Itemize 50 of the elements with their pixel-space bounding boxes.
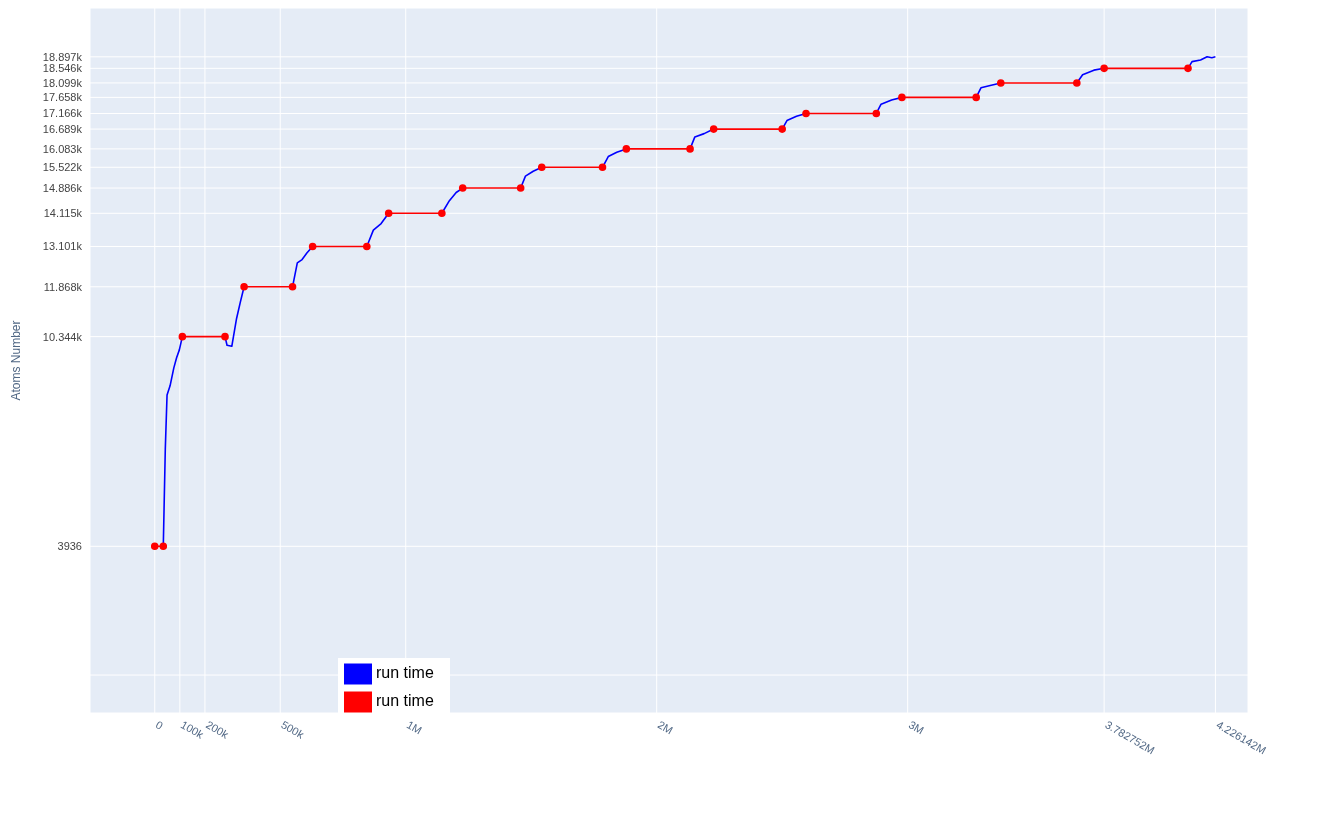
- point: [778, 125, 786, 133]
- point: [221, 332, 229, 341]
- point: [802, 109, 810, 118]
- point: [438, 209, 446, 218]
- y-tick-label: 17.658k: [42, 91, 83, 104]
- point: [150, 542, 159, 551]
- y-tick-label: 17.166k: [42, 107, 83, 120]
- point: [872, 109, 881, 118]
- point: [996, 79, 1005, 87]
- point: [178, 332, 187, 341]
- x-tick-label: 2M: [655, 718, 675, 737]
- y-tick-label: 16.689k: [42, 122, 83, 135]
- point: [1100, 64, 1108, 73]
- x-tick-label: 100k: [178, 718, 206, 741]
- y-tick-label: 11.868k: [43, 280, 83, 293]
- x-tick-label: 200k: [203, 718, 232, 741]
- point: [622, 145, 631, 153]
- point: [384, 209, 393, 218]
- point: [686, 145, 694, 153]
- y-tick-label: 14.886k: [42, 181, 83, 194]
- y-tick-label: 18.099k: [42, 76, 83, 89]
- point: [972, 93, 980, 102]
- point: [240, 282, 248, 291]
- point: [159, 542, 168, 551]
- y-axis-title: Atoms Number: [9, 320, 24, 401]
- y-tick-label: 3936: [57, 540, 82, 553]
- y-tick-label: 14.115k: [43, 207, 83, 220]
- point: [458, 184, 467, 192]
- x-tick-label: 1M: [404, 718, 424, 737]
- y-tick-label: 13.101k: [42, 240, 83, 253]
- y-tick-label: 10.344k: [42, 330, 83, 343]
- y-tick-label: 18.546k: [42, 62, 83, 75]
- legend-label: run time: [376, 692, 434, 710]
- point: [288, 282, 297, 291]
- y-tick-label: 18.897k: [42, 50, 83, 63]
- x-tick-label: 0: [153, 718, 166, 732]
- x-tick-label: 500k: [279, 718, 307, 741]
- point: [363, 242, 371, 251]
- point: [598, 163, 607, 172]
- x-tick-label: 3M: [906, 718, 926, 737]
- y-tick-label: 16.083k: [42, 142, 83, 155]
- point: [709, 125, 718, 133]
- point: [516, 184, 525, 192]
- point: [537, 163, 546, 172]
- point: [898, 93, 906, 102]
- legend-label: run time: [376, 664, 434, 682]
- point: [1184, 64, 1192, 73]
- point: [1073, 79, 1081, 87]
- point: [308, 242, 317, 251]
- y-tick-label: 15.522k: [42, 161, 83, 174]
